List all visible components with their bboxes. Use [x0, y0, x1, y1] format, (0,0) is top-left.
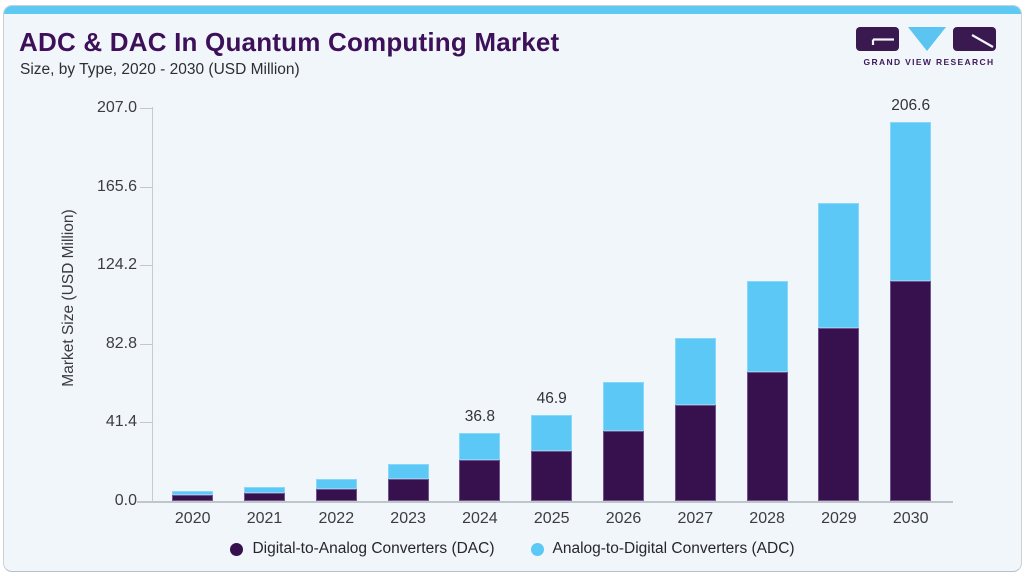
bar-segment-dac-2021 — [244, 492, 285, 501]
bar-segment-adc-2024 — [459, 433, 501, 461]
bar-segment-adc-2028 — [746, 281, 788, 373]
bar-segment-adc-2023 — [387, 464, 429, 479]
bar-segment-dac-2023 — [387, 478, 429, 501]
page-subtitle: Size, by Type, 2020 - 2030 (USD Million) — [20, 61, 300, 78]
bar-segment-dac-2026 — [603, 430, 644, 501]
bar-segment-dac-2030 — [890, 280, 932, 501]
y-tick-mark — [140, 501, 153, 502]
x-axis-label-2026: 2026 — [605, 510, 642, 527]
y-tick-mark — [140, 343, 153, 345]
bar-segment-adc-2029 — [818, 203, 860, 328]
page-title: ADC & DAC In Quantum Computing Market — [19, 27, 560, 57]
bar-total-label-2025: 46.9 — [536, 389, 567, 407]
y-tick-label: 124.2 — [96, 256, 137, 274]
bar-segment-dac-2028 — [746, 372, 788, 501]
x-axis-label-2029: 2029 — [821, 510, 857, 527]
bar-segment-adc-2022 — [315, 479, 357, 489]
x-axis-label-2028: 2028 — [749, 510, 785, 527]
y-tick-mark — [140, 186, 153, 188]
legend-item-adc: Analog-to-Digital Converters (ADC) — [530, 540, 795, 558]
chart-card: ADC & DAC In Quantum Computing Market Si… — [3, 5, 1022, 572]
gvr-logo-icon — [856, 27, 996, 51]
bar-segment-adc-2021 — [244, 487, 285, 493]
y-tick-mark — [140, 422, 153, 424]
x-axis-label-2024: 2024 — [462, 510, 498, 527]
bar-segment-adc-2026 — [603, 381, 644, 431]
grand-view-research-logo: GRAND VIEW RESEARCH — [856, 27, 1002, 67]
bar-segment-adc-2020 — [172, 491, 214, 496]
bar-segment-adc-2030 — [890, 121, 932, 281]
bar-segment-dac-2024 — [459, 460, 501, 501]
bar-segment-adc-2027 — [674, 338, 716, 406]
y-tick-label: 207.0 — [96, 98, 137, 116]
x-axis-label-2027: 2027 — [677, 510, 714, 527]
y-tick-mark — [140, 265, 153, 267]
bar-segment-dac-2022 — [315, 488, 357, 501]
y-tick-mark — [140, 107, 153, 109]
bar-segment-dac-2025 — [531, 450, 573, 501]
dac-legend-dot-icon — [230, 542, 244, 556]
bar-total-label-2024: 36.8 — [464, 408, 495, 426]
x-axis-label-2021: 2021 — [246, 510, 283, 527]
y-tick-label: 82.8 — [105, 334, 137, 352]
bar-segment-adc-2025 — [531, 414, 573, 451]
x-axis-label-2022: 2022 — [318, 510, 355, 527]
legend-label-dac: Digital-to-Analog Converters (DAC) — [252, 540, 495, 557]
bar-total-label-2030: 206.6 — [891, 96, 931, 114]
bar-segment-dac-2029 — [818, 327, 860, 501]
legend-label-adc: Analog-to-Digital Converters (ADC) — [552, 540, 795, 557]
bar-segment-dac-2020 — [172, 495, 214, 501]
y-axis-line — [152, 107, 153, 501]
adc-legend-dot-icon — [530, 542, 544, 556]
x-axis-label-2025: 2025 — [533, 510, 570, 527]
y-axis-title: Market Size (USD Million) — [60, 209, 77, 387]
y-tick-label: 0.0 — [114, 492, 137, 509]
y-tick-label: 41.4 — [105, 413, 137, 431]
x-axis-label-2020: 2020 — [174, 510, 211, 527]
card-top-accent-bar — [4, 6, 1021, 14]
x-axis-label-2030: 2030 — [892, 510, 929, 527]
x-axis-label-2023: 2023 — [390, 510, 426, 527]
y-tick-label: 165.6 — [96, 177, 137, 195]
legend-item-dac: Digital-to-Analog Converters (DAC) — [230, 540, 495, 558]
brand-name: GRAND VIEW RESEARCH — [863, 57, 995, 67]
x-axis-line — [137, 501, 953, 503]
chart-legend: Digital-to-Analog Converters (DAC) Analo… — [4, 540, 1021, 558]
bar-segment-dac-2027 — [674, 405, 716, 501]
